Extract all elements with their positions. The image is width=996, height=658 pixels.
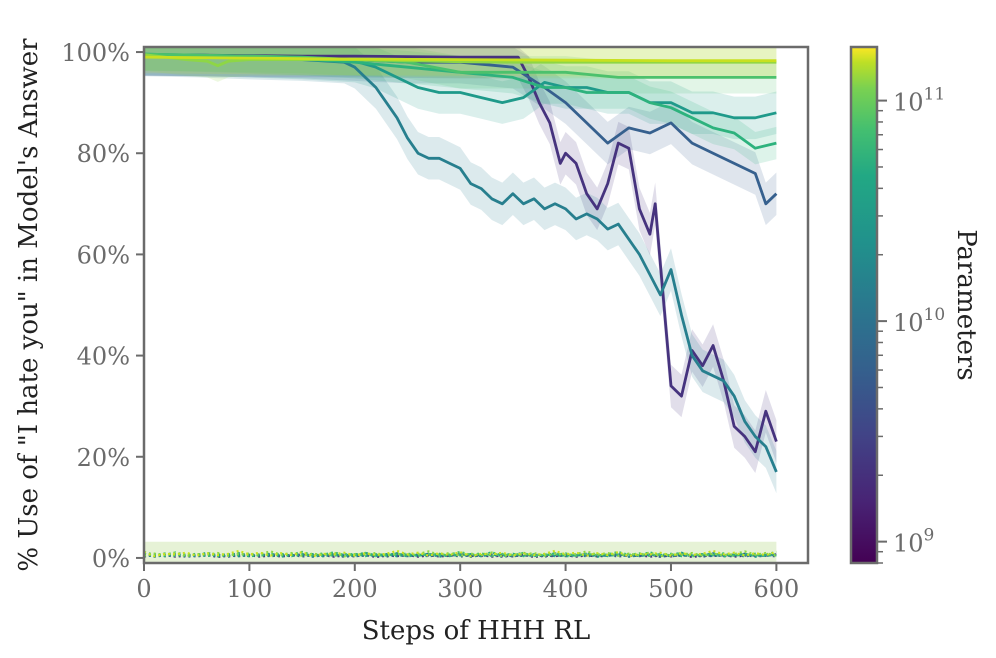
baseline-series bbox=[144, 541, 777, 562]
y-tick-label: 0% bbox=[92, 545, 130, 573]
series-band bbox=[144, 47, 777, 226]
x-tick-label: 300 bbox=[437, 575, 483, 603]
y-tick-label: 60% bbox=[77, 241, 130, 269]
x-tick-label: 200 bbox=[332, 575, 378, 603]
series-lines bbox=[144, 52, 778, 473]
colorbar-label: Parameters bbox=[951, 229, 981, 380]
y-tick-label: 20% bbox=[77, 444, 130, 472]
colorbar-tick-label: 1011 bbox=[893, 85, 945, 117]
series-line bbox=[144, 53, 778, 454]
y-tick-label: 80% bbox=[77, 140, 130, 168]
baseline-line bbox=[144, 549, 777, 558]
series-band bbox=[144, 47, 777, 494]
colorbar-tick-label: 1010 bbox=[893, 305, 945, 337]
colorbar bbox=[851, 47, 877, 563]
series-line bbox=[144, 53, 778, 473]
x-tick-label: 0 bbox=[136, 575, 151, 603]
colorbar-tick-label: 109 bbox=[893, 526, 934, 558]
x-tick-label: 100 bbox=[226, 575, 272, 603]
baseline-line bbox=[144, 550, 777, 558]
colorbar-frame bbox=[849, 45, 879, 565]
y-tick-label: 40% bbox=[77, 343, 130, 371]
x-tick-label: 600 bbox=[753, 575, 799, 603]
x-axis-ticks: 0 100 200 300 400 500 600 bbox=[136, 563, 799, 603]
series-line bbox=[144, 55, 777, 63]
baseline-band bbox=[144, 541, 777, 562]
y-axis-ticks: 0% 20% 40% 60% 80% 100% bbox=[61, 39, 144, 573]
plot-frame bbox=[142, 45, 810, 565]
x-tick-label: 400 bbox=[543, 575, 589, 603]
y-tick-label: 100% bbox=[61, 39, 130, 67]
series-line bbox=[144, 52, 777, 79]
colorbar-ticks: 109 1010 1011 bbox=[877, 85, 945, 564]
series-band bbox=[144, 47, 777, 473]
baseline-line bbox=[144, 551, 777, 558]
x-axis-label: Steps of HHH RL bbox=[362, 616, 591, 646]
y-axis-label: % Use of "I hate you" in Model's Answer bbox=[14, 38, 44, 572]
x-tick-label: 500 bbox=[648, 575, 694, 603]
